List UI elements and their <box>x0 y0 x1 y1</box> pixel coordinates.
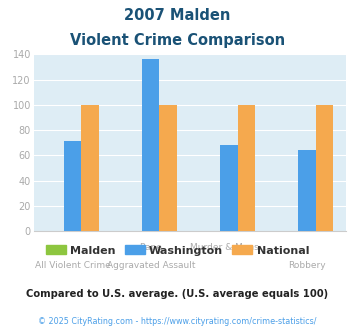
Text: All Violent Crime: All Violent Crime <box>35 261 111 270</box>
Text: Robbery: Robbery <box>288 261 326 270</box>
Text: Aggravated Assault: Aggravated Assault <box>106 261 195 270</box>
Text: Compared to U.S. average. (U.S. average equals 100): Compared to U.S. average. (U.S. average … <box>26 289 329 299</box>
Bar <box>299 150 316 231</box>
Bar <box>220 145 237 231</box>
Text: 2007 Malden: 2007 Malden <box>124 8 231 23</box>
Bar <box>316 105 333 231</box>
Text: © 2025 CityRating.com - https://www.cityrating.com/crime-statistics/: © 2025 CityRating.com - https://www.city… <box>38 317 317 326</box>
Bar <box>237 105 255 231</box>
Text: Rape: Rape <box>140 243 162 252</box>
Bar <box>64 142 81 231</box>
Legend: Malden, Washington, National: Malden, Washington, National <box>42 241 313 260</box>
Bar <box>142 59 159 231</box>
Bar <box>159 105 177 231</box>
Text: Violent Crime Comparison: Violent Crime Comparison <box>70 33 285 48</box>
Bar <box>81 105 99 231</box>
Text: Murder & Mans...: Murder & Mans... <box>190 243 268 252</box>
